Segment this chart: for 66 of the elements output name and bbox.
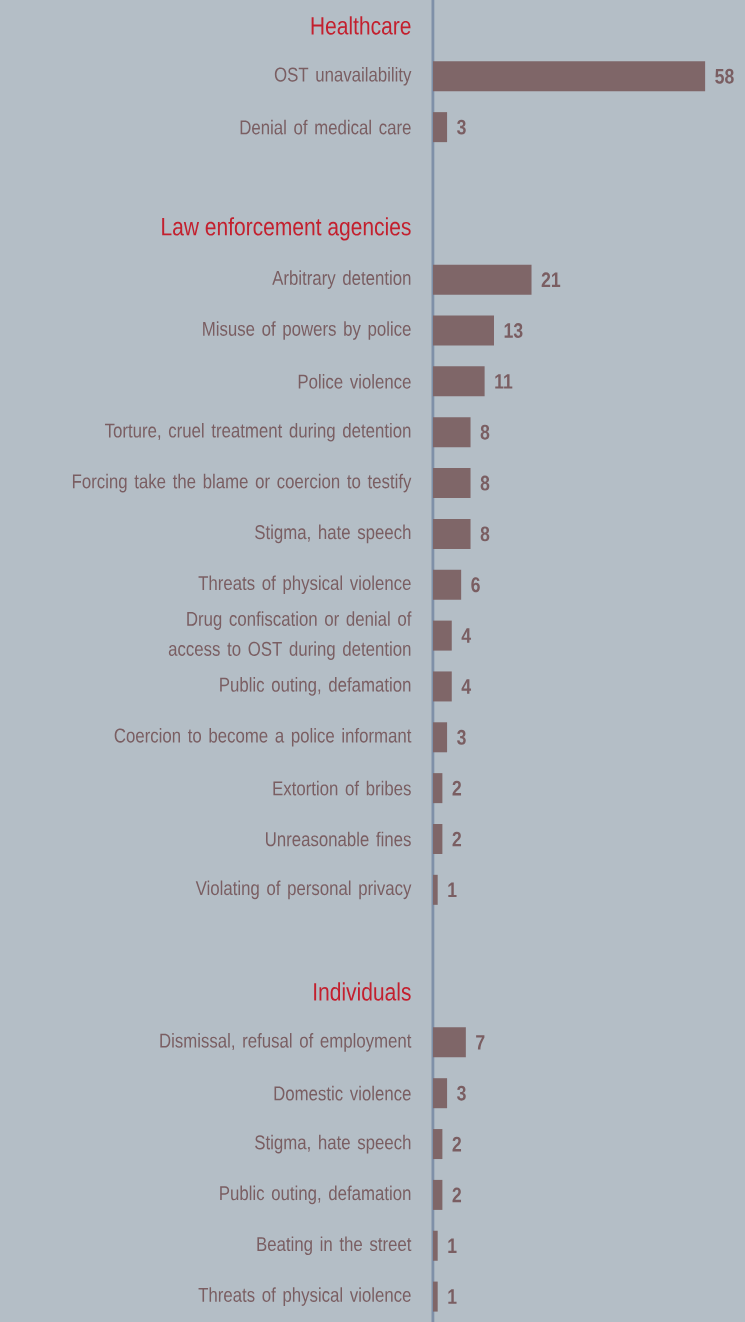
bar <box>433 112 448 143</box>
y-tick-label: Public outing, defamation <box>220 1185 411 1205</box>
y-tick-label: Individuals <box>314 982 411 1001</box>
bar <box>433 61 706 92</box>
data-label: 3 <box>457 1085 466 1101</box>
y-tick-label: Unreasonable fines <box>266 831 411 847</box>
data-label: 21 <box>541 272 561 288</box>
y-tick-label: Torture, cruel treatment during detention <box>105 422 411 442</box>
data-label: 4 <box>461 679 472 694</box>
data-label: 3 <box>457 119 466 135</box>
bar <box>433 264 532 295</box>
data-label: 2 <box>452 780 462 796</box>
y-tick-label: Police violence <box>298 374 411 389</box>
bar <box>433 518 471 549</box>
y-tick-label: Threats of physical violence <box>198 575 411 595</box>
bar <box>433 1230 438 1261</box>
bar <box>433 671 452 702</box>
bar <box>433 620 452 651</box>
y-tick-label: Domestic violence <box>274 1085 411 1101</box>
y-tick-label: Drug confiscation or denial of access to OST during detention <box>168 611 412 660</box>
y-tick-label: Misuse of powers by police <box>203 321 411 340</box>
bar <box>433 722 448 753</box>
y-tick-label: Healthcare <box>311 16 411 35</box>
y-tick-label: Beating in the street <box>257 1236 412 1256</box>
y-tick-label: Stigma, hate speech <box>255 1134 411 1154</box>
bar <box>433 874 438 905</box>
y-tick-label: Dismissal, refusal of employment <box>160 1033 412 1052</box>
bar <box>433 315 494 346</box>
data-label: 7 <box>476 1035 485 1050</box>
y-tick-label: Threats of physical violence <box>198 1287 411 1306</box>
y-tick-label: Arbitrary detention <box>272 270 411 289</box>
data-label: 3 <box>457 729 466 745</box>
y-tick-label: Stigma, hate speech <box>255 524 411 544</box>
bar <box>433 417 471 448</box>
data-label: 2 <box>452 1136 462 1152</box>
data-label: 2 <box>452 831 462 847</box>
y-tick-label: OST unavailability <box>274 66 412 86</box>
y-tick-label: Violating of personal privacy <box>195 880 412 900</box>
y-tick-label: Public outing, defamation <box>220 677 411 696</box>
y-tick-label: Coercion to become a police informant <box>114 727 412 747</box>
y-tick-label: Extortion of bribes <box>273 780 411 796</box>
y-tick-label: Denial of medical care <box>240 119 411 135</box>
data-label: 11 <box>495 374 513 389</box>
data-label: 1 <box>448 1289 457 1304</box>
bar <box>433 823 443 854</box>
y-tick-label: Forcing take the blame or coercion to testify <box>72 473 412 493</box>
bar <box>433 1129 443 1160</box>
data-label: 2 <box>452 1187 462 1203</box>
bar <box>433 569 462 600</box>
data-label: 8 <box>480 424 490 440</box>
bar <box>433 468 471 499</box>
data-label: 6 <box>471 577 480 593</box>
data-label: 1 <box>448 1238 457 1253</box>
bar <box>433 1078 448 1109</box>
bar <box>433 1281 438 1312</box>
data-label: 1 <box>448 882 457 898</box>
data-label: 8 <box>480 526 490 542</box>
data-label: 13 <box>504 323 523 338</box>
bar <box>433 366 485 397</box>
data-label: 58 <box>715 68 734 84</box>
bar <box>433 1027 466 1058</box>
data-label: 4 <box>461 628 472 643</box>
bar <box>433 1179 443 1210</box>
y-tick-label: Law enforcement agencies <box>162 217 411 241</box>
bar <box>433 773 443 804</box>
data-label: 8 <box>480 475 490 491</box>
